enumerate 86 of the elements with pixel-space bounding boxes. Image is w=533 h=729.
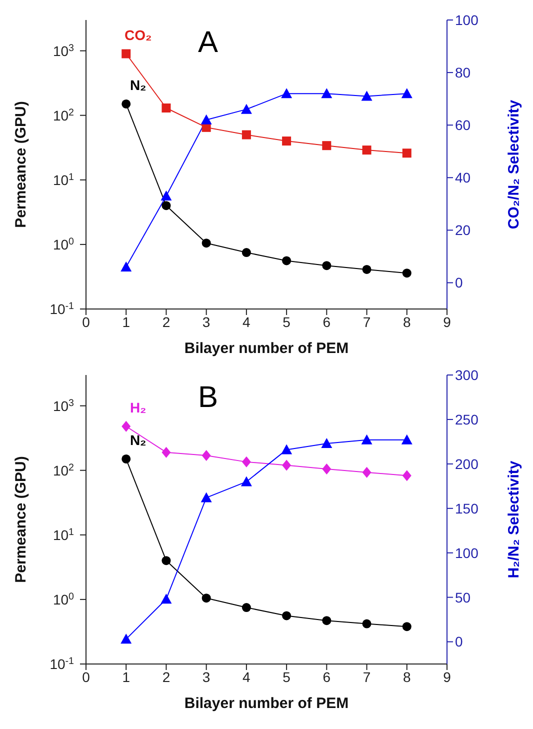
point [162, 103, 171, 112]
x-tick-label: 4 [242, 314, 251, 330]
annotation: A [198, 26, 218, 60]
y2-tick-label: 20 [455, 222, 471, 238]
x-tick-label: 1 [122, 314, 130, 330]
y-tick-label: 10$^{-1}$ [50, 300, 74, 317]
x-tick-label: 6 [322, 314, 331, 330]
point [402, 470, 412, 482]
point [122, 454, 131, 464]
x-tick-label: 4 [242, 668, 251, 685]
x-tick-label: 7 [362, 314, 371, 330]
y-tick-label: 10$^{1}$ [52, 526, 74, 543]
y2-tick-label: 100 [455, 12, 479, 28]
x-tick-label: 9 [443, 668, 452, 685]
point [202, 450, 211, 461]
y2-tick-label: 50 [455, 589, 471, 606]
point [242, 248, 251, 258]
y2-tick-label: 60 [455, 117, 471, 134]
y2-axis-title: CO₂/N₂ Selectivity [505, 99, 522, 230]
x-tick-label: 0 [82, 668, 90, 685]
point [362, 264, 372, 274]
x-tick-label: 8 [402, 314, 411, 330]
point [242, 603, 251, 612]
y2-tick-label: 250 [455, 411, 479, 428]
x-tick-label: 9 [443, 314, 452, 330]
y2-axis-title: H₂/N₂ Selectivity [505, 460, 522, 578]
point [202, 238, 211, 248]
series-label: CO₂ [124, 26, 152, 43]
point [122, 420, 131, 432]
x-tick-label: 2 [162, 668, 170, 685]
x-tick-label: 0 [82, 314, 90, 330]
x-tick-label: 1 [122, 668, 130, 685]
point [282, 460, 292, 471]
y2-tick-label: 40 [455, 170, 471, 186]
x-tick-label: 5 [282, 668, 291, 685]
point [162, 201, 171, 210]
point [122, 99, 131, 108]
point [402, 268, 412, 278]
series-label: N₂ [130, 432, 146, 448]
y-tick-label: 10$^{3}$ [52, 397, 75, 414]
point [362, 619, 372, 628]
x-tick-label: 3 [202, 668, 210, 685]
x-axis-title: Bilayer number of PEM [184, 340, 349, 357]
y2-tick-label: 0 [455, 274, 463, 291]
point [242, 130, 251, 140]
x-tick-label: 7 [362, 668, 371, 685]
y-tick-label: 10$^{2}$ [52, 106, 74, 124]
y2-tick-label: 80 [455, 64, 471, 81]
point [282, 611, 292, 620]
point [402, 148, 412, 158]
y2-tick-label: 200 [455, 456, 479, 472]
x-axis-title: Bilayer number of PEM [184, 695, 349, 712]
point [162, 446, 171, 458]
x-tick-label: 6 [322, 668, 331, 685]
annotation: B [198, 381, 218, 415]
y-axis-title: Permeance (GPU) [12, 101, 30, 228]
point [322, 261, 332, 270]
series-label: H₂ [130, 399, 146, 416]
y-tick-label: 10$^{0}$ [52, 236, 75, 252]
point [362, 466, 372, 478]
point [322, 141, 332, 150]
point [162, 556, 171, 566]
y-tick-label: 10$^{1}$ [52, 171, 74, 188]
point [402, 622, 412, 632]
y2-tick-label: 100 [455, 544, 479, 561]
point [322, 616, 332, 626]
y-tick-label: 10$^{0}$ [52, 590, 75, 608]
point [282, 256, 292, 266]
point [122, 49, 131, 58]
y-tick-label: 10$^{3}$ [52, 42, 75, 59]
point [202, 594, 211, 603]
y2-tick-label: 300 [455, 366, 479, 383]
y2-tick-label: 150 [455, 500, 479, 516]
x-tick-label: 8 [402, 668, 411, 685]
x-tick-label: 5 [282, 314, 291, 330]
x-tick-label: 3 [202, 314, 210, 330]
point [362, 146, 372, 155]
series-label: N₂ [130, 76, 146, 93]
y-tick-label: 10$^{-1}$ [50, 656, 74, 672]
point [242, 456, 251, 468]
point [282, 136, 292, 146]
y-tick-label: 10$^{2}$ [52, 462, 74, 478]
point [322, 463, 332, 474]
y-axis-title: Permeance (GPU) [12, 456, 30, 583]
x-tick-label: 2 [162, 314, 170, 330]
y2-tick-label: 0 [455, 634, 463, 650]
